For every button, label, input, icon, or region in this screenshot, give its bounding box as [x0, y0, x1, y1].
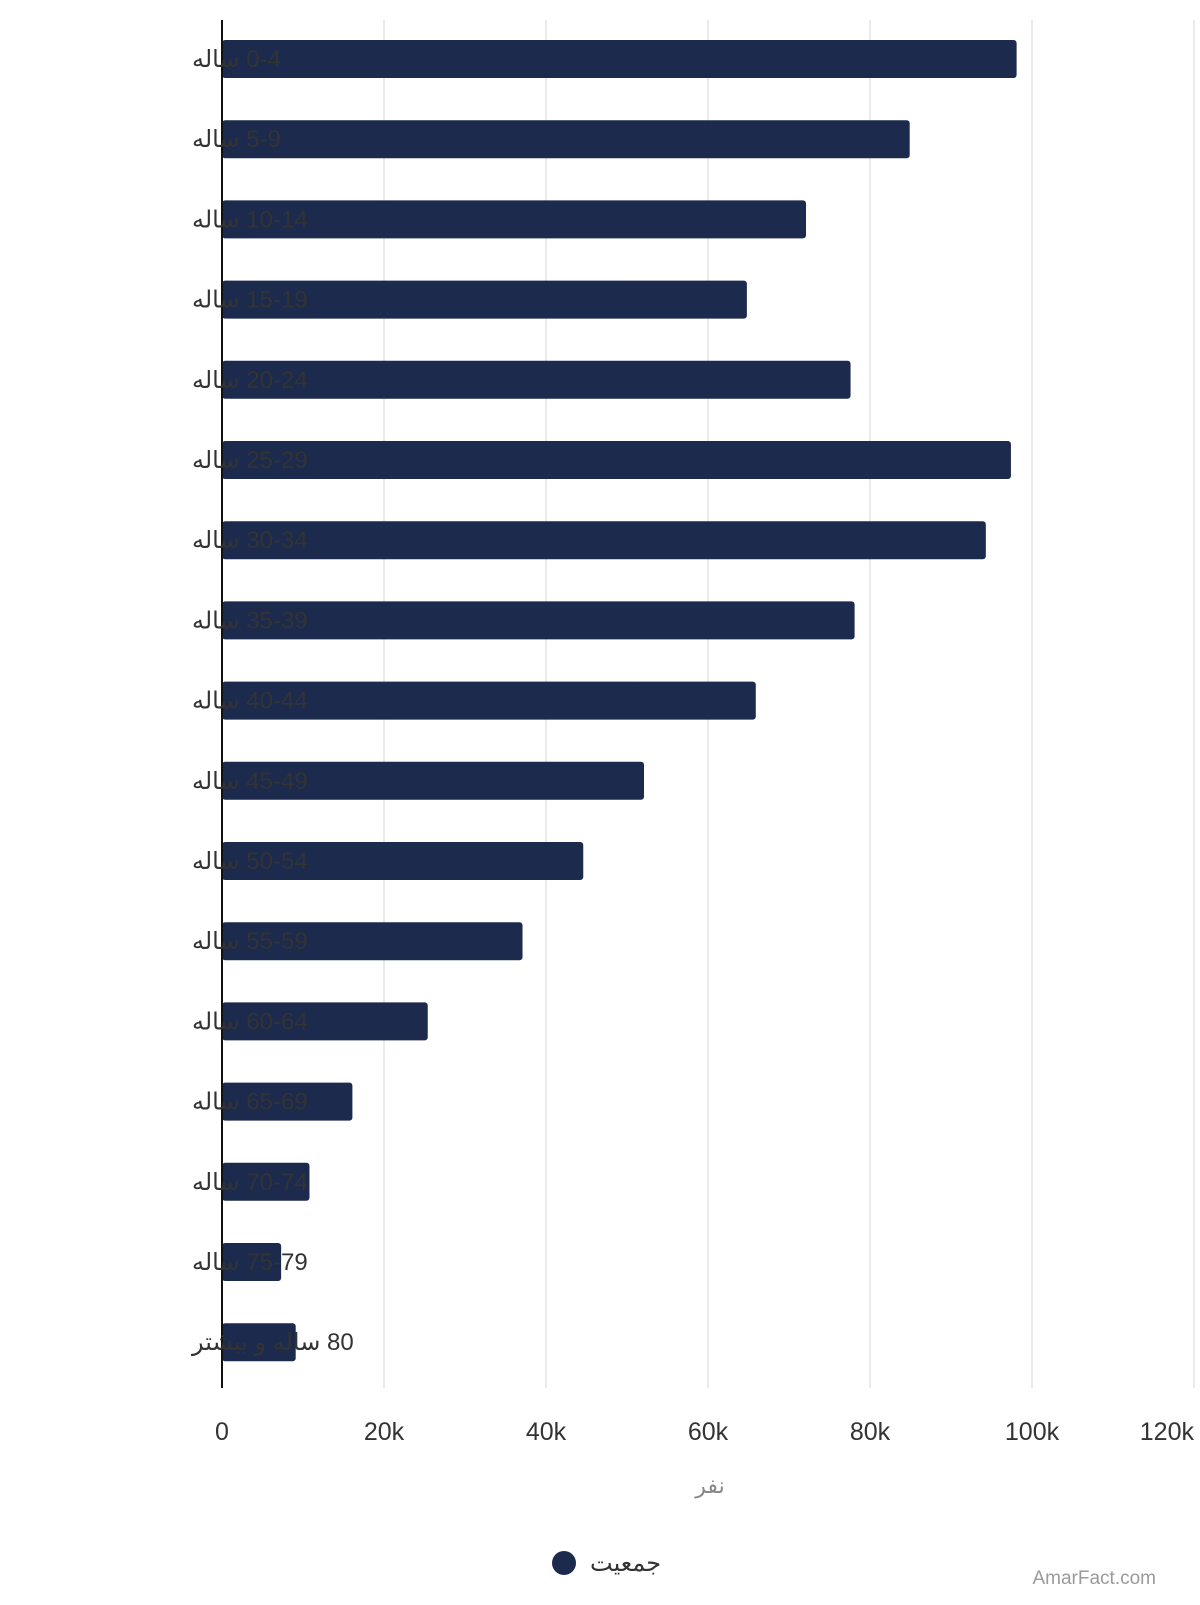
bar[interactable]	[222, 40, 1017, 78]
bar[interactable]	[222, 1162, 310, 1201]
legend-label[interactable]: جمعیت	[590, 1550, 661, 1577]
x-tick-label: 100k	[1005, 1418, 1060, 1446]
bar[interactable]	[222, 681, 756, 720]
y-category-label: 60-64 ساله	[192, 1008, 308, 1035]
y-category-label: 20-24 ساله	[192, 367, 308, 394]
bar[interactable]	[222, 1082, 353, 1121]
bar[interactable]	[222, 280, 747, 319]
y-category-label: 30-34 ساله	[192, 527, 308, 554]
y-category-label: 45-49 ساله	[192, 768, 308, 795]
bars	[222, 40, 1017, 1362]
legend[interactable]: جمعیت	[552, 1550, 661, 1577]
bar[interactable]	[222, 1002, 428, 1041]
y-category-label: 10-14 ساله	[192, 206, 308, 233]
y-category-label: 0-4 ساله	[192, 46, 281, 73]
x-tick-label: 120k	[1140, 1418, 1195, 1446]
bar[interactable]	[222, 1323, 296, 1362]
y-category-label: 35-39 ساله	[192, 607, 308, 634]
x-axis-title: نفر	[694, 1473, 724, 1498]
x-tick-label: 20k	[364, 1418, 405, 1446]
y-category-label: 50-54 ساله	[192, 848, 308, 875]
y-category-label: 5-9 ساله	[192, 126, 281, 153]
bar[interactable]	[222, 441, 1011, 479]
y-category-label: 80 ساله و بیشتر	[191, 1329, 354, 1356]
bar[interactable]	[222, 842, 584, 880]
bar[interactable]	[222, 922, 523, 961]
legend-marker[interactable]	[552, 1551, 576, 1575]
bar[interactable]	[222, 360, 851, 399]
x-tick-label: 80k	[850, 1418, 891, 1446]
bar[interactable]	[222, 761, 645, 800]
x-tick-label: 60k	[688, 1418, 729, 1446]
watermark: AmarFact.com	[1032, 1568, 1156, 1589]
bar[interactable]	[222, 1243, 282, 1281]
y-category-label: 15-19 ساله	[192, 287, 308, 314]
bar[interactable]	[222, 521, 986, 560]
labels: 0 20k 40k 60k 80k 100k 120k 0-4 ساله 5-9 ساله 10-…	[191, 46, 1194, 1498]
y-category-label: 25-29 ساله	[192, 447, 308, 474]
y-category-label: 55-59 ساله	[192, 928, 308, 955]
y-category-label: 40-44 ساله	[192, 688, 308, 715]
y-category-label: 75-79 ساله	[192, 1249, 308, 1276]
y-category-label: 70-74 ساله	[192, 1169, 308, 1196]
bar[interactable]	[222, 601, 855, 640]
y-category-label: 65-69 ساله	[192, 1089, 308, 1116]
bar[interactable]	[222, 120, 910, 159]
x-tick-label: 0	[215, 1418, 229, 1446]
bar[interactable]	[222, 200, 807, 239]
x-tick-label: 40k	[526, 1418, 567, 1446]
